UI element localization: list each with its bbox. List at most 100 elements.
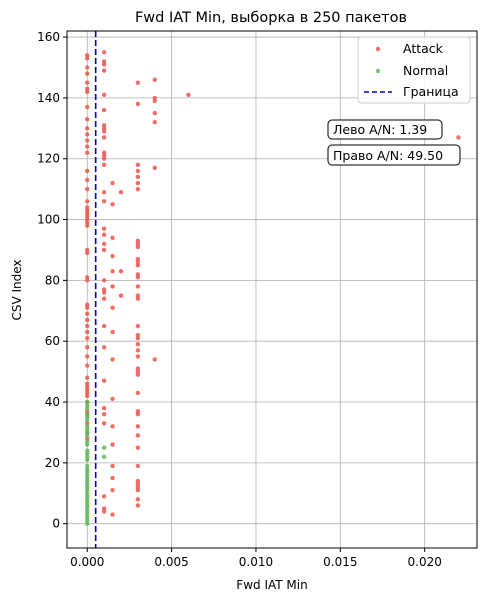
attack-point-103 bbox=[135, 80, 141, 85]
normal-point-3 bbox=[85, 411, 90, 417]
normal-point-20 bbox=[85, 475, 90, 481]
attack-point-149 bbox=[152, 357, 157, 362]
normal-point-6 bbox=[85, 424, 90, 429]
attack-point-1 bbox=[85, 56, 90, 61]
attack-point-131 bbox=[135, 408, 141, 414]
attack-point-139 bbox=[135, 484, 141, 490]
x-tick-label-1: 0.005 bbox=[154, 555, 188, 569]
attack-point-58 bbox=[101, 126, 107, 131]
attack-point-146 bbox=[152, 110, 157, 116]
attack-point-76 bbox=[101, 345, 107, 350]
attack-point-107 bbox=[135, 174, 141, 180]
normal-point-21 bbox=[85, 478, 90, 484]
normal-point-2 bbox=[85, 405, 90, 411]
legend-label-boundary: Граница bbox=[403, 84, 459, 99]
attack-point-85 bbox=[110, 202, 115, 207]
attack-point-34 bbox=[85, 329, 90, 335]
attack-point-111 bbox=[135, 241, 141, 247]
attack-point-24 bbox=[85, 223, 90, 228]
normal-point-16 bbox=[85, 463, 90, 469]
attack-point-112 bbox=[135, 244, 141, 250]
attack-point-145 bbox=[152, 98, 157, 104]
attack-point-73 bbox=[101, 290, 107, 295]
normal-point-9 bbox=[85, 433, 90, 438]
normal-point-18 bbox=[85, 469, 90, 475]
attack-point-71 bbox=[101, 278, 107, 283]
attack-point-3 bbox=[85, 71, 90, 76]
normal-point-30 bbox=[85, 506, 90, 511]
attack-point-125 bbox=[135, 348, 141, 353]
x-tick-label-0: 0.000 bbox=[70, 555, 104, 569]
normal-point-12 bbox=[85, 448, 90, 453]
attack-point-29 bbox=[85, 302, 90, 307]
plot-frame bbox=[66, 30, 478, 549]
attack-point-38 bbox=[85, 363, 90, 368]
attack-point-26 bbox=[85, 250, 90, 256]
attack-point-99 bbox=[110, 512, 115, 517]
y-tick-label-1: 20 bbox=[45, 456, 60, 470]
y-tick-label-6: 120 bbox=[37, 152, 60, 166]
attack-point-116 bbox=[135, 272, 141, 277]
attack-point-98 bbox=[110, 488, 115, 493]
attack-point-39 bbox=[85, 375, 90, 380]
attack-point-136 bbox=[135, 463, 141, 469]
attack-point-84 bbox=[110, 180, 115, 186]
attack-point-59 bbox=[101, 129, 107, 134]
attack-point-96 bbox=[110, 463, 115, 469]
chart-title: Fwd IAT Min, выборка в 250 пакетов bbox=[135, 10, 407, 26]
attack-point-30 bbox=[85, 305, 90, 310]
attack-point-126 bbox=[135, 354, 141, 359]
data-points bbox=[85, 50, 461, 526]
attack-point-8 bbox=[85, 116, 90, 122]
normal-point-28 bbox=[85, 500, 90, 505]
attack-point-62 bbox=[101, 153, 107, 158]
legend: Attack Normal Граница bbox=[357, 36, 471, 104]
y-axis-label: CSV Index bbox=[10, 259, 24, 320]
attack-point-42 bbox=[85, 387, 90, 393]
y-tick-label-8: 160 bbox=[37, 30, 60, 44]
attack-point-118 bbox=[135, 284, 141, 289]
attack-point-93 bbox=[110, 396, 115, 402]
attack-point-151 bbox=[456, 135, 461, 140]
attack-point-19 bbox=[85, 208, 90, 213]
annotation-right-box bbox=[327, 144, 461, 166]
attack-point-0 bbox=[85, 53, 90, 58]
attack-point-66 bbox=[101, 199, 107, 204]
normal-point-10 bbox=[85, 439, 90, 444]
attack-point-5 bbox=[85, 86, 90, 91]
attack-point-88 bbox=[110, 269, 115, 274]
attack-point-33 bbox=[85, 323, 90, 329]
normal-point-1 bbox=[85, 402, 90, 408]
legend-label-attack: Attack bbox=[403, 41, 444, 56]
attack-point-4 bbox=[85, 80, 90, 85]
attack-point-127 bbox=[135, 366, 141, 371]
attack-point-79 bbox=[101, 411, 107, 417]
attack-point-17 bbox=[85, 199, 90, 204]
attack-point-114 bbox=[135, 259, 141, 265]
y-tick-label-4: 80 bbox=[45, 273, 60, 287]
normal-point-35 bbox=[85, 521, 90, 526]
normal-point-37 bbox=[101, 454, 107, 459]
normal-point-15 bbox=[85, 457, 90, 463]
normal-point-17 bbox=[85, 466, 90, 472]
y-tick-label-5: 100 bbox=[37, 213, 60, 227]
normal-point-8 bbox=[85, 430, 90, 435]
attack-point-48 bbox=[85, 421, 90, 426]
attack-point-109 bbox=[135, 186, 141, 192]
attack-point-44 bbox=[85, 393, 90, 399]
legend-marker-normal bbox=[375, 68, 381, 74]
x-axis-label: Fwd IAT Min bbox=[236, 578, 307, 592]
attack-point-22 bbox=[85, 217, 90, 222]
attack-point-81 bbox=[101, 494, 107, 499]
attack-point-130 bbox=[135, 390, 141, 396]
attack-point-10 bbox=[85, 132, 90, 137]
attack-point-20 bbox=[85, 211, 90, 216]
attack-point-82 bbox=[101, 506, 107, 511]
attack-point-67 bbox=[101, 226, 107, 231]
normal-point-29 bbox=[85, 503, 90, 508]
attack-point-137 bbox=[135, 478, 141, 484]
attack-point-150 bbox=[186, 92, 191, 98]
attack-point-55 bbox=[101, 92, 107, 98]
annotation-left-text: Лево A/N: 1.39 bbox=[333, 122, 427, 137]
normal-point-13 bbox=[85, 451, 90, 456]
